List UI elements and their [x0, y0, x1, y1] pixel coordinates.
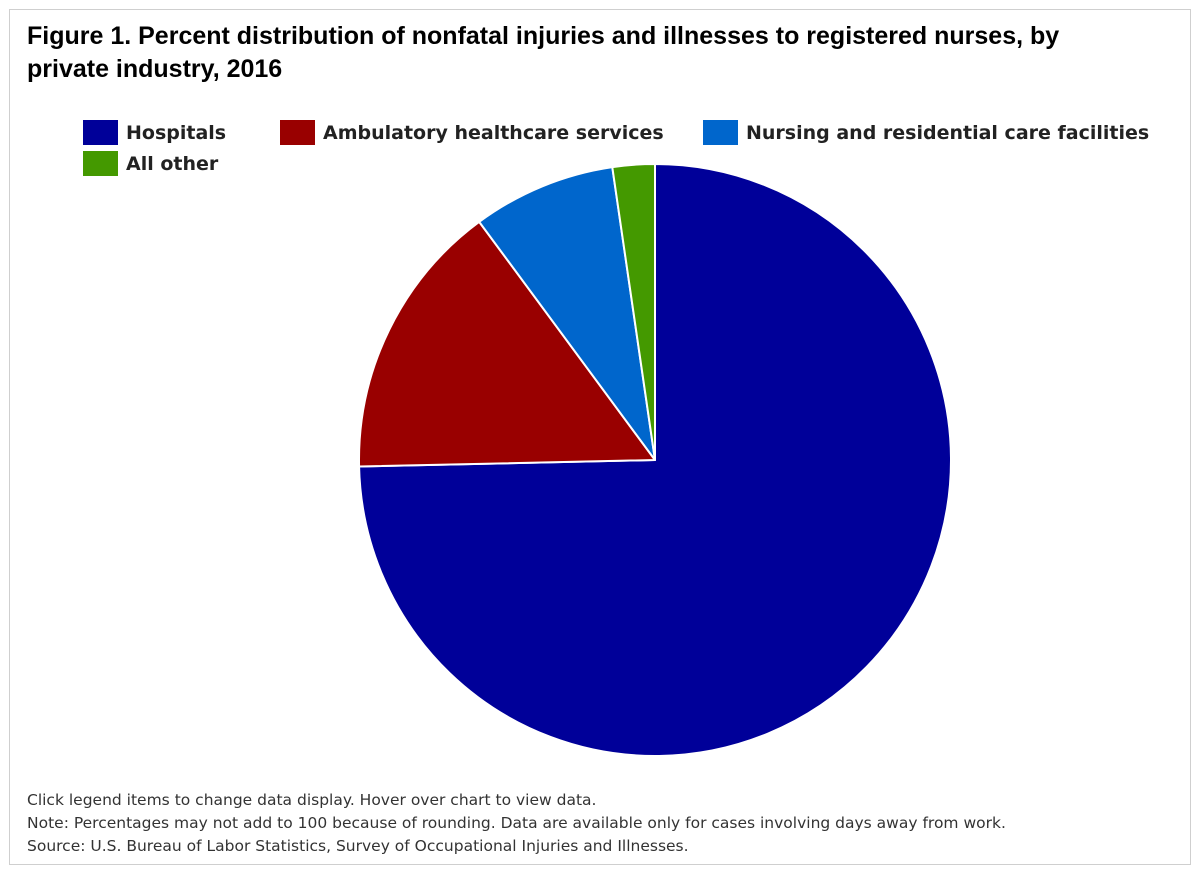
legend-item-nursing[interactable]: Nursing and residential care facilities	[703, 120, 1149, 145]
legend-swatch	[83, 120, 118, 145]
interaction-hint: Click legend items to change data displa…	[27, 791, 597, 809]
source-note: Source: U.S. Bureau of Labor Statistics,…	[27, 837, 689, 855]
legend-swatch	[703, 120, 738, 145]
legend-item-ambulatory[interactable]: Ambulatory healthcare services	[280, 120, 664, 145]
legend-item-hospitals[interactable]: Hospitals	[83, 120, 226, 145]
legend-label: All other	[126, 152, 219, 175]
legend-swatch	[280, 120, 315, 145]
pie-slice-nursing-and-residential-care-facilities[interactable]	[478, 166, 656, 461]
pie-slice-all-other[interactable]	[611, 163, 656, 461]
legend-label: Nursing and residential care facilities	[746, 121, 1150, 144]
legend-label: Ambulatory healthcare services	[323, 121, 664, 144]
footnote: Note: Percentages may not add to 100 bec…	[27, 814, 1006, 832]
chart-title: Figure 1. Percent distribution of nonfat…	[27, 22, 1060, 83]
pie-slice-ambulatory-healthcare-services[interactable]	[358, 220, 656, 468]
legend-item-all-other[interactable]: All other	[83, 151, 218, 176]
chart-notes: Click legend items to change data displa…	[27, 789, 1006, 858]
pie-slice-hospitals[interactable]	[358, 163, 952, 757]
legend-label: Hospitals	[126, 121, 227, 144]
legend-swatch	[83, 151, 118, 176]
